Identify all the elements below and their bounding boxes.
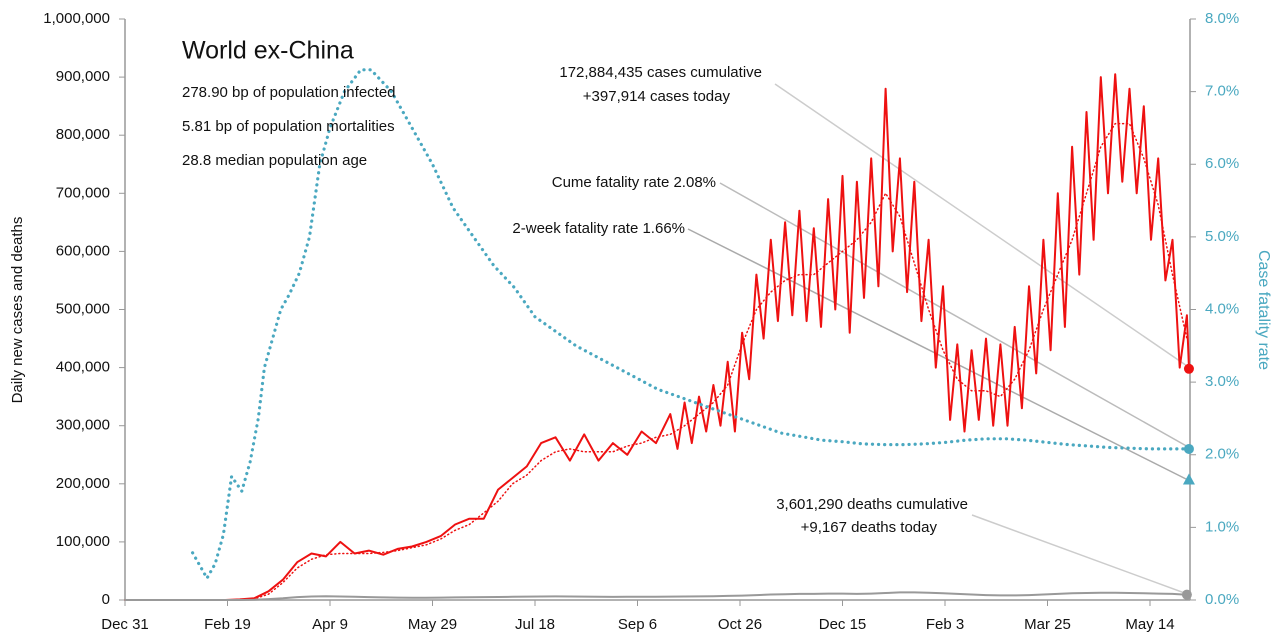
- series-line: [124, 591, 1188, 601]
- series-line: [191, 68, 1191, 580]
- y-tick-label: 0: [102, 591, 110, 608]
- x-tick-label: Oct 26: [718, 616, 762, 633]
- y2-axis-label: Case fatality rate: [1255, 250, 1272, 370]
- x-tick-label: Feb 19: [204, 616, 251, 633]
- annotation: 278.90 bp of population infected: [182, 84, 396, 101]
- leader-line: [687, 228, 1191, 482]
- leader-line: [719, 182, 1191, 449]
- end-marker: [1183, 363, 1194, 374]
- annotation: +397,914 cases today: [583, 88, 731, 105]
- end-marker: [1183, 443, 1194, 454]
- y2-tick-label: 0.0%: [1205, 591, 1239, 608]
- y-tick-label: 200,000: [56, 475, 110, 492]
- y2-tick-label: 7.0%: [1205, 83, 1239, 100]
- y2-tick-label: 6.0%: [1205, 155, 1239, 172]
- chart-title: World ex-China: [182, 37, 354, 65]
- leader-line: [971, 514, 1191, 596]
- series-line: [124, 73, 1190, 601]
- annotation: 2-week fatality rate 1.66%: [512, 220, 685, 237]
- y2-tick-label: 5.0%: [1205, 228, 1239, 245]
- annotation: +9,167 deaths today: [801, 519, 938, 536]
- y-tick-label: 700,000: [56, 184, 110, 201]
- annotation: 3,601,290 deaths cumulative: [776, 496, 968, 513]
- end-marker: [1181, 589, 1192, 600]
- x-tick-label: Feb 3: [926, 616, 964, 633]
- leader-line: [774, 83, 1191, 369]
- series-line: [124, 122, 1188, 601]
- annotation: 28.8 median population age: [182, 152, 367, 169]
- x-tick-label: Mar 25: [1024, 616, 1071, 633]
- y-tick-label: 500,000: [56, 300, 110, 317]
- y-tick-label: 800,000: [56, 126, 110, 143]
- y2-tick-label: 4.0%: [1205, 300, 1239, 317]
- y2-tick-label: 1.0%: [1205, 518, 1239, 535]
- y2-tick-label: 2.0%: [1205, 446, 1239, 463]
- x-tick-label: Sep 6: [618, 616, 657, 633]
- x-tick-label: Jul 18: [515, 616, 555, 633]
- end-marker: [1182, 473, 1195, 485]
- annotation: 172,884,435 cases cumulative: [559, 64, 762, 81]
- y-tick-label: 100,000: [56, 533, 110, 550]
- x-tick-label: May 29: [408, 616, 457, 633]
- y-tick-label: 300,000: [56, 417, 110, 434]
- x-tick-label: Dec 31: [101, 616, 149, 633]
- x-tick-label: May 14: [1125, 616, 1174, 633]
- y2-tick-label: 3.0%: [1205, 373, 1239, 390]
- y-tick-label: 400,000: [56, 359, 110, 376]
- y-tick-label: 600,000: [56, 242, 110, 259]
- x-tick-label: Dec 15: [819, 616, 867, 633]
- plot-area: [119, 18, 1196, 606]
- y-tick-label: 900,000: [56, 68, 110, 85]
- y-tick-label: 1,000,000: [43, 10, 110, 27]
- annotation: 5.81 bp of population mortalities: [182, 118, 395, 135]
- y2-tick-label: 8.0%: [1205, 10, 1239, 27]
- annotation: Cume fatality rate 2.08%: [552, 174, 716, 191]
- x-tick-label: Apr 9: [312, 616, 348, 633]
- y-axis-label: Daily new cases and deaths: [9, 217, 26, 404]
